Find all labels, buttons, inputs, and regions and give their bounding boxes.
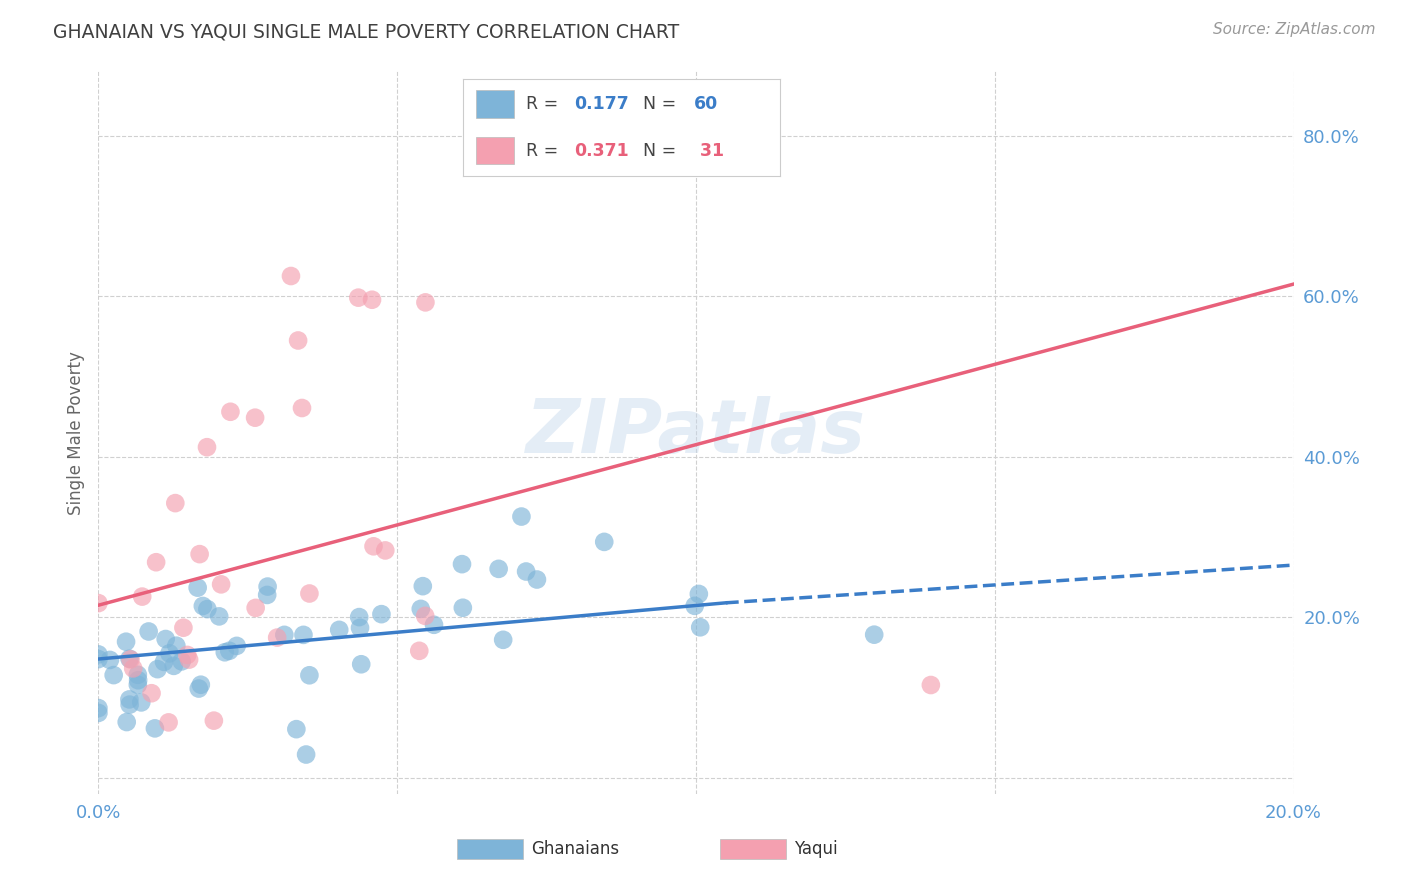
Point [155, 632, 177, 646]
Point [87, 596, 110, 610]
Point [218, 644, 240, 658]
Point [243, 410, 266, 425]
Point [176, 648, 198, 662]
Point [103, 668, 125, 682]
Point [361, 293, 384, 307]
Point [688, 587, 710, 601]
Point [349, 621, 371, 635]
Point [295, 747, 318, 762]
Point [190, 678, 212, 692]
Point [374, 543, 396, 558]
Point [98, 653, 121, 667]
Point [172, 621, 194, 635]
Point [298, 668, 321, 682]
Point [141, 686, 163, 700]
Point [298, 586, 321, 600]
Point [187, 581, 209, 595]
Point [165, 496, 187, 510]
Point [87, 706, 110, 720]
Point [159, 646, 181, 660]
Point [165, 639, 187, 653]
Point [370, 607, 392, 622]
Text: Yaqui: Yaqui [794, 839, 838, 858]
Point [202, 714, 225, 728]
Point [863, 628, 886, 642]
Point [208, 609, 231, 624]
Point [280, 268, 302, 283]
Point [179, 652, 201, 666]
Point [115, 714, 138, 729]
FancyBboxPatch shape [457, 838, 523, 859]
Point [145, 555, 167, 569]
Point [408, 644, 430, 658]
Point [256, 580, 278, 594]
Point [219, 405, 242, 419]
Point [188, 547, 211, 561]
Point [129, 695, 152, 709]
Point [209, 577, 232, 591]
Point [593, 534, 616, 549]
Point [347, 291, 370, 305]
Point [87, 701, 110, 715]
Text: GHANAIAN VS YAQUI SINGLE MALE POVERTY CORRELATION CHART: GHANAIAN VS YAQUI SINGLE MALE POVERTY CO… [53, 22, 679, 41]
Point [287, 334, 309, 348]
Point [118, 651, 141, 665]
Point [138, 624, 160, 639]
Point [225, 639, 247, 653]
Point [285, 722, 308, 736]
Point [120, 652, 142, 666]
Point [143, 722, 166, 736]
Point [328, 623, 350, 637]
Point [451, 557, 474, 571]
Point [146, 662, 169, 676]
Point [423, 617, 446, 632]
Point [409, 602, 432, 616]
Point [920, 678, 942, 692]
Point [292, 628, 315, 642]
FancyBboxPatch shape [720, 838, 786, 859]
Point [291, 401, 314, 415]
Point [163, 658, 186, 673]
Point [157, 715, 180, 730]
Point [412, 579, 434, 593]
Point [245, 600, 267, 615]
Point [214, 645, 236, 659]
Point [683, 599, 706, 613]
Point [153, 655, 176, 669]
Point [510, 509, 533, 524]
Point [492, 632, 515, 647]
Point [350, 657, 373, 672]
Point [195, 602, 218, 616]
Point [526, 573, 548, 587]
Point [118, 692, 141, 706]
Point [415, 295, 437, 310]
Point [187, 681, 209, 696]
Point [689, 620, 711, 634]
Point [170, 654, 193, 668]
Point [256, 588, 278, 602]
Point [266, 631, 288, 645]
Point [191, 599, 214, 613]
Point [451, 600, 474, 615]
Point [127, 678, 149, 692]
Point [115, 634, 138, 648]
Point [127, 668, 149, 682]
Y-axis label: Single Male Poverty: Single Male Poverty [66, 351, 84, 515]
Point [413, 608, 436, 623]
Text: Ghanaians: Ghanaians [531, 839, 619, 858]
Point [87, 648, 110, 662]
Text: Source: ZipAtlas.com: Source: ZipAtlas.com [1212, 22, 1375, 37]
Point [195, 440, 218, 454]
Point [273, 628, 295, 642]
Point [118, 698, 141, 712]
Point [131, 590, 153, 604]
Point [87, 652, 110, 666]
Point [122, 661, 145, 675]
Text: ZIPatlas: ZIPatlas [526, 396, 866, 469]
Point [127, 673, 149, 688]
Point [515, 565, 537, 579]
Point [347, 610, 370, 624]
Point [488, 562, 510, 576]
Point [363, 539, 385, 553]
